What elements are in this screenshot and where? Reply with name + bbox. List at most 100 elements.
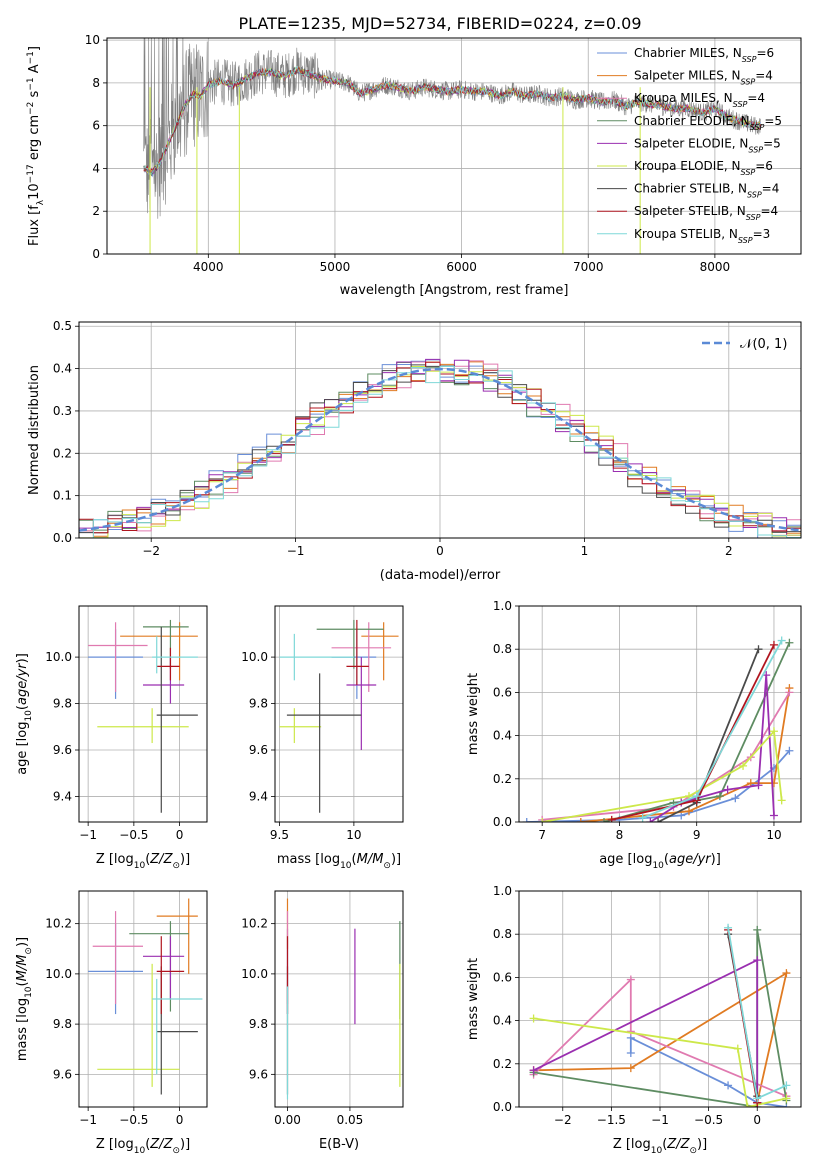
legend-label-text: Chabrier STELIB, N — [634, 182, 747, 196]
legend-label-text: Chabrier ELODIE, N — [634, 114, 750, 128]
x-tick-label: −0.5 — [119, 1113, 148, 1127]
legend-label: Chabrier MILES, NSSP=6 — [634, 46, 774, 64]
grid — [79, 606, 207, 822]
x-axis-label: Z [log10(Z/Z⊙)] — [613, 1137, 707, 1156]
label-part: s — [27, 90, 42, 101]
y-tick-label: 1.0 — [493, 884, 512, 898]
label-part: λ — [36, 199, 46, 205]
legend-label-eq: =6 — [756, 46, 774, 60]
y-tick-label: 0.5 — [53, 319, 72, 333]
label-part: erg cm — [27, 115, 42, 164]
point-chabrier-elodie — [785, 638, 794, 647]
point-salpeter-miles — [782, 969, 791, 978]
point-salpeter-miles — [684, 807, 693, 816]
axes-frame — [518, 605, 802, 823]
y-tick-label: 0.8 — [493, 642, 512, 656]
y-tick-label: 0.2 — [493, 1057, 512, 1071]
grid — [519, 890, 801, 1108]
label-part: )] — [15, 653, 30, 663]
x-tick-label: 7 — [538, 828, 546, 842]
y-tick-label: 0 — [92, 247, 100, 261]
axes-frame — [78, 321, 802, 539]
x-tick-label: −1 — [651, 1113, 669, 1127]
y-tick-label: 9.8 — [249, 1017, 268, 1031]
legend-label: Salpeter MILES, NSSP=4 — [634, 69, 773, 87]
point-chabrier-miles — [724, 1081, 733, 1090]
y-tick-label: 2 — [92, 204, 100, 218]
label-part: −2 — [26, 102, 36, 115]
y-tick-label: 10.0 — [241, 967, 268, 981]
plot-area — [529, 923, 791, 1107]
y-tick-label: 10.0 — [241, 650, 268, 664]
label-part: 10 — [134, 861, 146, 871]
point-chabrier-elodie — [599, 818, 608, 822]
label-part: ( — [145, 1137, 150, 1152]
point-kroupa-miles — [626, 975, 635, 984]
label-part: ⊙ — [689, 1146, 697, 1156]
legend-label-text: Salpeter MILES, N — [634, 69, 741, 83]
label-part: )] — [180, 852, 190, 867]
y-axis-label: mass [log10(M/M⊙)] — [15, 937, 34, 1061]
legend-label: Salpeter ELODIE, NSSP=5 — [634, 136, 781, 154]
label-part: ( — [145, 852, 150, 867]
y-tick-label: 0.8 — [493, 927, 512, 941]
y-tick-label: 10.2 — [45, 917, 72, 931]
legend-label-text: Chabrier MILES, N — [634, 46, 742, 60]
y-tick-label: 8 — [92, 76, 100, 90]
series-kroupa-stelib — [642, 640, 783, 819]
point-kroupa-elodie — [733, 1044, 742, 1053]
series-kroupa-elodie — [533, 1017, 787, 1107]
y-tick-label: 10.0 — [45, 650, 72, 664]
label-part: −1 — [26, 77, 36, 90]
x-tick-label: −1 — [287, 544, 305, 558]
point-kroupa-stelib — [782, 1081, 791, 1090]
x-tick-label: −1 — [79, 828, 97, 842]
legend-label-sub: SSP — [746, 213, 761, 222]
y-tick-label: 0.0 — [493, 1100, 512, 1114]
label-part: age/yr — [669, 852, 712, 867]
y-tick-label: 0.3 — [53, 404, 72, 418]
y-tick-label: 1.0 — [493, 599, 512, 613]
series-salpeter-miles — [533, 971, 788, 1103]
y-tick-label: 10.2 — [241, 917, 268, 931]
y-tick-label: 9.6 — [53, 743, 72, 757]
label-part: age [log — [15, 722, 30, 775]
point-kroupa-miles — [626, 1027, 635, 1036]
y-tick-label: 10 — [85, 33, 100, 47]
x-tick-label: −0.5 — [694, 1113, 723, 1127]
point-kroupa-stelib — [753, 1094, 762, 1103]
y-tick-label: 0.6 — [493, 970, 512, 984]
legend-label: Kroupa STELIB, NSSP=3 — [634, 227, 770, 245]
point-chabrier-miles — [626, 1049, 635, 1057]
legend-label-text: Kroupa MILES, N — [634, 91, 733, 105]
label-part: mass [log — [277, 852, 340, 867]
legend-label: Salpeter STELIB, NSSP=4 — [634, 204, 778, 222]
label-part: ⊙ — [383, 861, 391, 871]
axes-frame — [274, 890, 404, 1108]
label-part: Flux [f — [27, 205, 42, 246]
plot-area — [79, 358, 801, 538]
x-tick-label: 0 — [176, 828, 184, 842]
label-part: Z/Z — [149, 852, 173, 867]
axes-frame — [78, 605, 208, 823]
legend-label-sub: SSP — [733, 100, 748, 109]
legend-label-sub: SSP — [738, 235, 753, 244]
label-part: −17 — [26, 164, 36, 183]
y-tick-label: 0.0 — [493, 815, 512, 829]
x-tick-label: 9.5 — [270, 828, 289, 842]
label-part: ⊙ — [24, 947, 34, 955]
point-chabrier-miles — [522, 818, 531, 822]
label-part: ] — [27, 46, 42, 51]
mass-vs-metallicity-panel: −1 −0.5 09.69.810.010.2Z [log10(Z/Z⊙)]mass… — [15, 890, 208, 1156]
point-kroupa-elodie — [739, 761, 748, 770]
y-tick-label: 9.6 — [249, 1067, 268, 1081]
grid — [79, 322, 801, 539]
y-tick-label: 9.4 — [53, 789, 72, 803]
label-part: 10 — [651, 1146, 663, 1156]
y-tick-label: 0.4 — [493, 729, 512, 743]
grid — [79, 891, 207, 1107]
point-kroupa-stelib — [638, 813, 647, 822]
label-part: 10 — [27, 183, 42, 200]
grid — [519, 605, 801, 823]
y-axis-label: age [log10(age/yr)] — [15, 653, 34, 775]
